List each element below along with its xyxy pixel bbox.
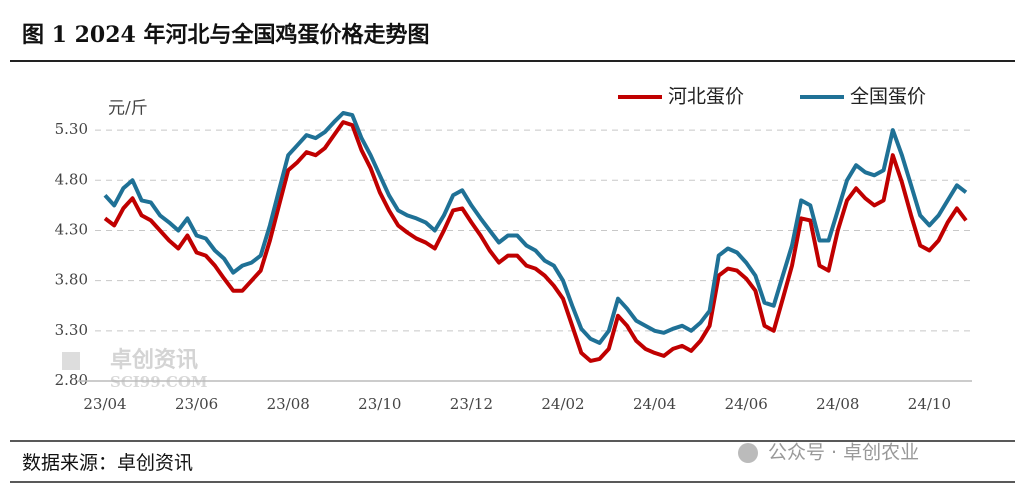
- x-tick-label: 23/12: [450, 395, 493, 413]
- legend-label: 全国蛋价: [850, 86, 926, 108]
- y-axis-label: 元/斤: [108, 99, 148, 119]
- y-tick-label: 4.80: [55, 170, 88, 188]
- brand-icon: [738, 443, 758, 463]
- y-tick-label: 3.80: [55, 271, 88, 289]
- y-tick-label: 5.30: [55, 120, 88, 138]
- y-tick-label: 2.80: [55, 371, 88, 389]
- x-tick-label: 23/06: [175, 395, 218, 413]
- watermark-logo: [62, 352, 80, 370]
- watermark-name: 卓创资讯: [110, 347, 198, 373]
- x-tick-label: 23/04: [83, 395, 126, 413]
- x-tick-label: 23/08: [267, 395, 310, 413]
- x-tick-label: 24/06: [725, 395, 768, 413]
- x-tick-label: 24/08: [816, 395, 859, 413]
- x-tick-label: 24/02: [541, 395, 584, 413]
- y-tick-label: 4.30: [55, 220, 88, 238]
- x-tick-label: 24/04: [633, 395, 676, 413]
- brand-text: 公众号 · 卓创农业: [768, 442, 919, 464]
- x-tick-label: 24/10: [908, 395, 951, 413]
- chart-title: 图 1 2024 年河北与全国鸡蛋价格走势图: [22, 22, 430, 48]
- source-note: 数据来源：卓创资讯: [22, 452, 193, 474]
- series-line: [103, 111, 968, 345]
- y-tick-label: 3.30: [55, 321, 88, 339]
- watermark-site: SCI99.COM: [110, 373, 208, 391]
- legend-label: 河北蛋价: [668, 86, 744, 108]
- series-line: [103, 120, 968, 363]
- x-tick-label: 23/10: [358, 395, 401, 413]
